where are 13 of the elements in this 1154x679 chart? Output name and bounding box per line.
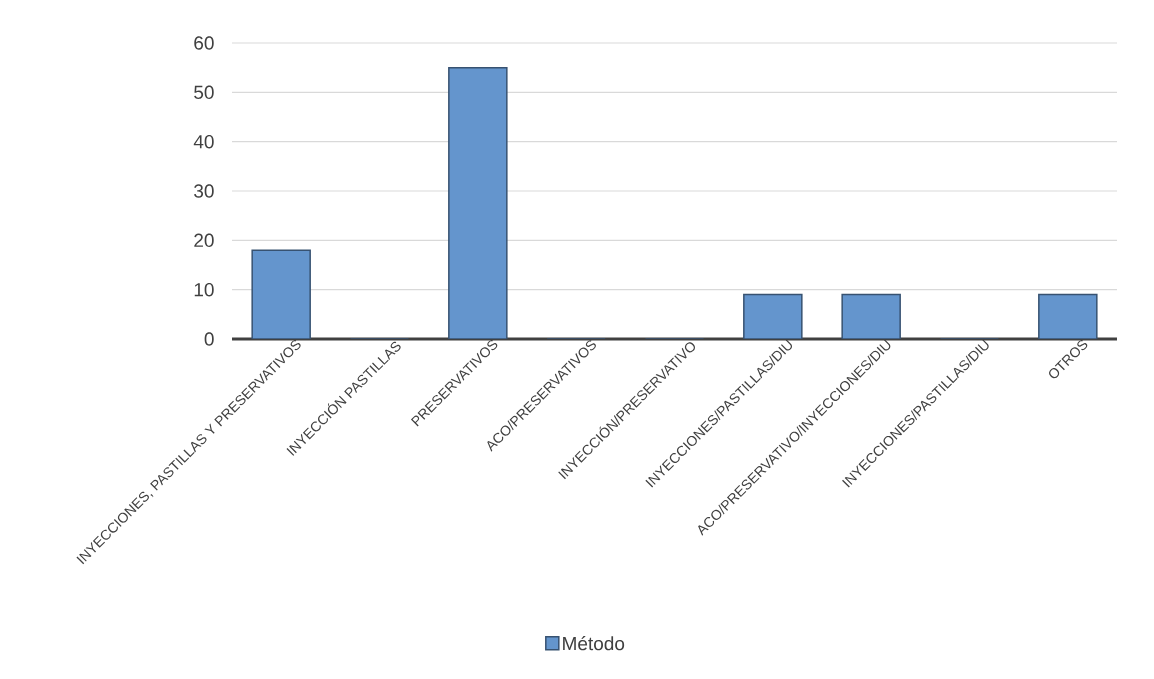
y-tick-label: 0 — [204, 332, 214, 346]
y-tick-label: 30 — [194, 184, 214, 198]
bar — [841, 293, 901, 339]
y-tick-label: 60 — [194, 36, 214, 50]
bar — [1038, 293, 1098, 339]
legend-label: Método — [563, 636, 625, 651]
bar — [251, 249, 311, 339]
bar — [448, 66, 508, 339]
y-tick-label: 20 — [194, 233, 214, 248]
y-tick-label: 10 — [194, 282, 214, 297]
y-tick-label: 50 — [194, 85, 214, 100]
y-tick-label: 40 — [193, 134, 214, 149]
bar — [743, 293, 803, 339]
